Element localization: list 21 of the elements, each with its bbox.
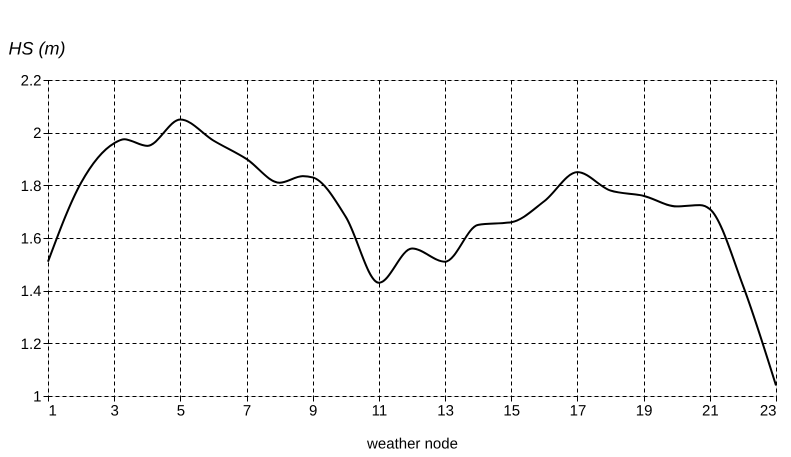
x-tick-label: 19 [636, 402, 652, 420]
y-axis-title: HS (m) [8, 38, 66, 58]
y-tick-label: 1.4 [20, 283, 42, 300]
x-tick-label: 17 [570, 402, 586, 420]
x-tick-label: 7 [242, 402, 252, 420]
x-tick-label: 11 [372, 402, 388, 420]
x-tick-label: 21 [702, 402, 719, 420]
x-axis-title: weather node [366, 436, 458, 452]
y-tick-label: 2.2 [20, 72, 42, 90]
x-tick-label: 1 [48, 402, 57, 420]
y-tick-label: 1.6 [20, 230, 42, 248]
y-tick-label: 1.8 [20, 178, 42, 195]
y-tick-label: 2 [33, 125, 42, 142]
x-tick-label: 3 [110, 402, 119, 420]
x-tick-label: 13 [437, 402, 454, 420]
x-tick-label: 23 [760, 402, 776, 420]
x-tick-label: 5 [176, 402, 186, 420]
y-tick-label: 1.2 [20, 336, 42, 353]
x-tick-label: 15 [503, 402, 520, 420]
x-tick-label: 9 [309, 402, 318, 420]
y-tick-label: 1 [33, 388, 42, 406]
